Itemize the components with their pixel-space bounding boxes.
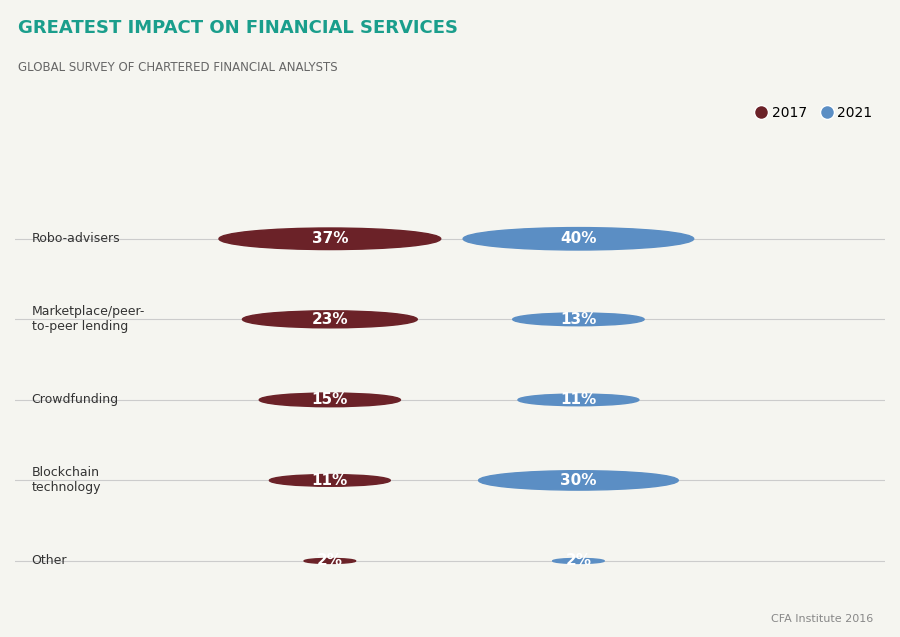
- Text: 15%: 15%: [311, 392, 348, 408]
- Text: GREATEST IMPACT ON FINANCIAL SERVICES: GREATEST IMPACT ON FINANCIAL SERVICES: [18, 19, 458, 37]
- Text: Other: Other: [32, 554, 68, 568]
- Circle shape: [304, 559, 356, 564]
- Text: Marketplace/peer-
to-peer lending: Marketplace/peer- to-peer lending: [32, 305, 145, 333]
- Circle shape: [259, 393, 400, 407]
- Text: GLOBAL SURVEY OF CHARTERED FINANCIAL ANALYSTS: GLOBAL SURVEY OF CHARTERED FINANCIAL ANA…: [18, 61, 338, 73]
- Circle shape: [269, 475, 391, 486]
- Circle shape: [242, 311, 418, 328]
- Text: 23%: 23%: [311, 312, 348, 327]
- Circle shape: [219, 228, 441, 250]
- Circle shape: [518, 394, 639, 406]
- Circle shape: [464, 227, 694, 250]
- Text: 40%: 40%: [560, 231, 597, 247]
- Text: 13%: 13%: [560, 312, 597, 327]
- Circle shape: [479, 471, 679, 490]
- Text: 30%: 30%: [560, 473, 597, 488]
- Text: 2%: 2%: [565, 554, 591, 568]
- Text: Crowdfunding: Crowdfunding: [32, 394, 119, 406]
- Text: 11%: 11%: [311, 473, 348, 488]
- Text: 11%: 11%: [561, 392, 597, 408]
- Text: Blockchain
technology: Blockchain technology: [32, 466, 101, 494]
- Text: 2%: 2%: [317, 554, 343, 568]
- Circle shape: [513, 313, 644, 326]
- Text: CFA Institute 2016: CFA Institute 2016: [770, 614, 873, 624]
- Text: Robo-advisers: Robo-advisers: [32, 233, 121, 245]
- Text: 37%: 37%: [311, 231, 348, 247]
- Circle shape: [553, 559, 604, 564]
- Legend: 2017, 2021: 2017, 2021: [752, 101, 878, 125]
